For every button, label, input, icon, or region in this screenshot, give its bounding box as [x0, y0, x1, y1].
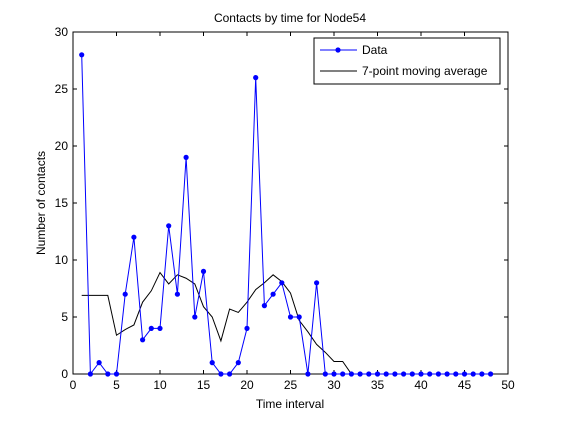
data-point [140, 337, 146, 343]
data-point [113, 371, 120, 377]
legend-box [313, 37, 501, 85]
y-tick-label: 20 [55, 139, 69, 153]
data-point [401, 371, 407, 377]
data-point [374, 371, 381, 377]
data-point [105, 371, 111, 377]
y-tick-label: 30 [55, 25, 69, 39]
data-point [427, 371, 433, 377]
data-point [166, 223, 172, 229]
data-point [409, 371, 415, 377]
data-point [253, 75, 259, 81]
x-tick-label: 25 [284, 378, 298, 392]
y-tick-label: 15 [55, 196, 69, 210]
data-point [183, 154, 189, 160]
data-point [287, 314, 294, 320]
data-point [270, 291, 276, 297]
x-axis-ticks: 0 5 10 15 20 25 30 35 40 45 50 [70, 32, 515, 392]
y-tick-label: 25 [55, 82, 69, 96]
data-point [131, 234, 137, 240]
data-point [296, 314, 302, 320]
data-point [348, 371, 354, 377]
x-tick-label: 15 [197, 378, 211, 392]
x-tick-label: 40 [414, 378, 428, 392]
data-point [435, 371, 441, 377]
legend-label-data: Data [362, 43, 388, 57]
data-point [305, 371, 311, 377]
x-tick-label: 30 [327, 378, 341, 392]
data-point [79, 52, 85, 58]
x-tick-label: 5 [113, 378, 120, 392]
legend-label-moving-average: 7-point moving average [362, 64, 488, 78]
data-point [235, 360, 241, 366]
data-point [322, 371, 328, 377]
data-point [444, 371, 450, 377]
data-point [148, 325, 154, 331]
x-tick-label: 50 [501, 378, 515, 392]
x-axis-label: Time interval [256, 397, 324, 411]
data-point [461, 371, 468, 377]
data-point [227, 371, 233, 377]
x-tick-label: 45 [458, 378, 472, 392]
data-point [418, 371, 424, 377]
data-point [218, 371, 224, 377]
data-point [122, 291, 128, 297]
data-point [157, 325, 163, 331]
x-tick-label: 0 [70, 378, 77, 392]
data-point [488, 371, 494, 377]
y-axis-label: Number of contacts [34, 151, 48, 255]
data-point [200, 268, 207, 274]
data-point [279, 280, 285, 286]
data-point [479, 371, 485, 377]
data-point [383, 371, 389, 377]
y-tick-label: 5 [61, 310, 68, 324]
x-tick-label: 10 [153, 378, 167, 392]
data-point [357, 371, 363, 377]
data-point [340, 371, 346, 377]
x-tick-label: 20 [240, 378, 254, 392]
y-tick-label: 0 [61, 367, 68, 381]
legend-data-marker [335, 47, 341, 53]
data-point [470, 371, 476, 377]
data-point [96, 360, 102, 366]
data-point [314, 280, 320, 286]
data-point [261, 303, 267, 309]
data-point [192, 314, 198, 320]
x-tick-label: 35 [371, 378, 385, 392]
data-point [244, 325, 250, 331]
chart-title: Contacts by time for Node54 [214, 11, 366, 25]
data-point [174, 291, 180, 297]
data-point [209, 360, 215, 366]
y-axis-ticks: 0 5 10 15 20 25 30 [55, 25, 508, 381]
data-point [331, 371, 337, 377]
y-tick-label: 10 [55, 253, 69, 267]
data-point [453, 371, 459, 377]
series-layer [79, 52, 494, 377]
data-point [392, 371, 398, 377]
data-point [87, 371, 93, 377]
data-point [366, 371, 372, 377]
legend: Data 7-point moving average [313, 37, 501, 85]
